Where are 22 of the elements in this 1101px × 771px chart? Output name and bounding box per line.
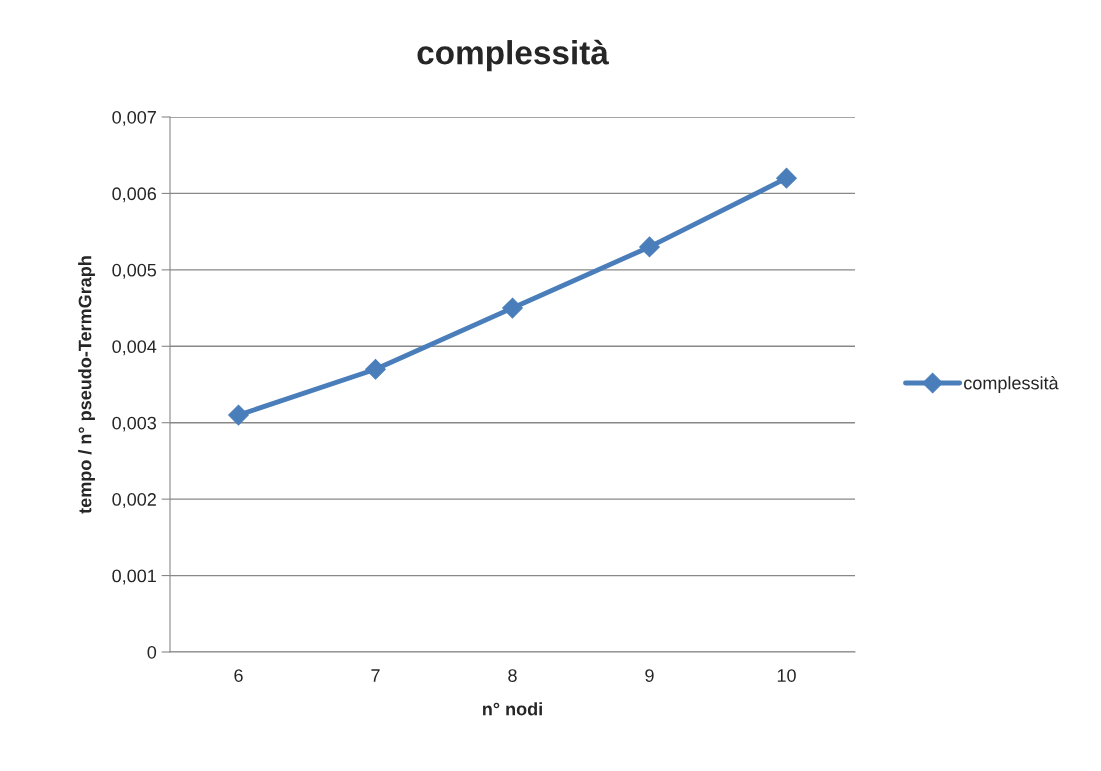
y-tick-label: 0,005 [112,263,157,279]
chart-title: complessità [417,39,609,72]
y-tick-label: 0,006 [112,187,157,203]
x-tick-label: 10 [777,669,796,682]
legend-label: complessità [964,375,1059,394]
point [776,167,797,189]
y-axis-title: tempo / n° pseudo-TermGraph [78,256,95,514]
x-axis-title: n° nodi [483,702,542,716]
x-tick-label: 8 [508,669,517,682]
x-tick-label: 6 [234,669,243,682]
x-tick-label: 7 [371,669,380,682]
point [502,297,523,319]
y-tick-label: 0,002 [112,493,156,508]
y-tick-label: 0,001 [112,569,156,585]
point [228,404,249,426]
y-tick-label: 0,007 [112,110,156,126]
y-tick-label: 0 [147,645,157,659]
point [365,358,386,380]
y-tick-label: 0,004 [112,340,157,356]
y-tick-label: 0,003 [112,416,157,432]
x-tick-label: 9 [645,669,654,682]
point [639,236,660,258]
